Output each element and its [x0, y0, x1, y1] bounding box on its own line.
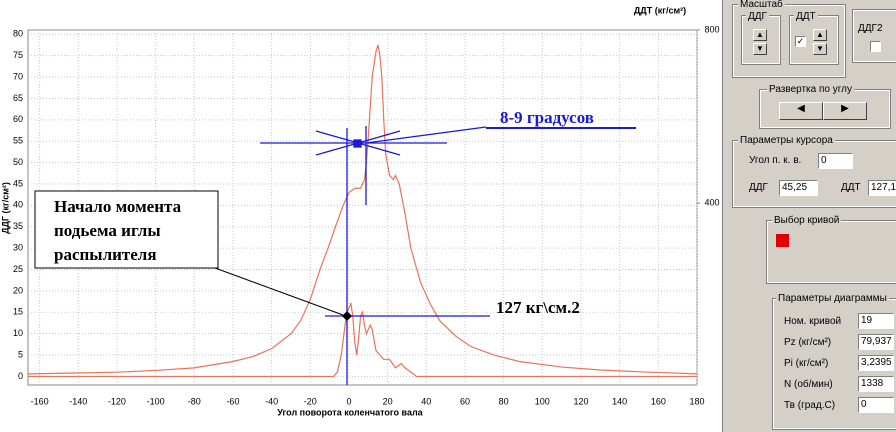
- checkbox[interactable]: ✓: [795, 36, 806, 47]
- x-tick-label: 120: [573, 396, 588, 406]
- diagram-group: Параметры диаграммы: [772, 293, 896, 430]
- ddg2-group: ДДГ2: [852, 9, 896, 63]
- cursor-point: [342, 311, 352, 321]
- x-tick-label: 80: [499, 396, 509, 406]
- label: ДДГ2: [856, 23, 885, 34]
- x-tick-label: -60: [226, 396, 239, 406]
- x-tick-label: -80: [188, 396, 201, 406]
- field-input[interactable]: 1338: [858, 376, 894, 392]
- y-tick-label: 0: [18, 371, 23, 381]
- y-tick-label: 75: [13, 50, 23, 60]
- y-tick-label: 50: [13, 157, 23, 167]
- scale-group: Масштаб ДДГ ▲ ▼ ДДТ ✓ ▲ ▼: [732, 0, 846, 78]
- chart: Угол поворота коленчатого вала ДДГ (кг/с…: [0, 5, 719, 417]
- field-label: Pz (кг/см²): [784, 337, 832, 348]
- y-tick-label: 40: [13, 200, 23, 210]
- spin-up[interactable]: ▲: [753, 29, 767, 41]
- field-label: ДДТ: [841, 182, 861, 193]
- y-tick-label: 10: [13, 328, 23, 338]
- field-label: Pi (кг/см²): [784, 358, 829, 369]
- y-tick-label: 65: [13, 93, 23, 103]
- y2-axis-label: ДДТ (кг/см²): [634, 5, 686, 15]
- y-tick-label: 20: [13, 285, 23, 295]
- x-tick-label: 60: [460, 396, 470, 406]
- x-tick-label: -140: [69, 396, 87, 406]
- label: ДДТ: [794, 11, 818, 22]
- x-tick-label: -20: [304, 396, 317, 406]
- y-tick-label: 35: [13, 221, 23, 231]
- y-tick-label: 80: [13, 29, 23, 39]
- checkbox[interactable]: [870, 41, 881, 52]
- y-tick-label: 15: [13, 307, 23, 317]
- x-tick-label: -100: [147, 396, 165, 406]
- scroll-right[interactable]: ▶: [823, 102, 867, 120]
- y2-tick-label: 400: [704, 198, 719, 208]
- sweep-group: Развертка по углу ◀ ▶: [759, 84, 891, 129]
- field-input[interactable]: 3,2395: [858, 355, 894, 371]
- group-title: Параметры курсора: [738, 135, 835, 146]
- annotation-text: подьема иглы: [54, 221, 161, 240]
- field-input[interactable]: 19: [858, 313, 894, 329]
- field-input[interactable]: 45,25: [779, 180, 818, 196]
- y-tick-label: 30: [13, 243, 23, 253]
- x-tick-label: -40: [265, 396, 278, 406]
- spin-up[interactable]: ▲: [813, 29, 827, 41]
- x-tick-label: 140: [612, 396, 627, 406]
- curve-group: Выбор кривой: [766, 215, 896, 284]
- spin-down[interactable]: ▼: [813, 43, 827, 55]
- field-input[interactable]: 79,937: [858, 334, 894, 350]
- y-tick-label: 5: [18, 349, 23, 359]
- field-input[interactable]: 0: [858, 397, 894, 413]
- curve: [28, 301, 697, 378]
- x-tick-label: 40: [421, 396, 431, 406]
- field-label: Тв (град.С): [784, 400, 836, 411]
- field-label: Угол п. к. в.: [749, 155, 802, 166]
- x-tick-label: 180: [689, 396, 704, 406]
- control-panel: Масштаб ДДГ ▲ ▼ ДДТ ✓ ▲ ▼ ДДГ2 Развертка…: [722, 0, 896, 432]
- curve-color[interactable]: [776, 234, 789, 247]
- field-input[interactable]: 0: [818, 153, 853, 169]
- y-tick-label: 60: [13, 114, 23, 124]
- x-tick-label: -120: [108, 396, 126, 406]
- cursor-group: Параметры курсора: [732, 135, 896, 208]
- field-label: N (об/мин): [784, 379, 833, 390]
- annotation-text: 8-9 градусов: [500, 108, 594, 127]
- y-tick-label: 70: [13, 71, 23, 81]
- x-tick-label: 20: [383, 396, 393, 406]
- ddg-scale: ДДГ ▲ ▼: [741, 11, 781, 65]
- group-title: Развертка по углу: [767, 84, 855, 95]
- y2-tick-label: 800: [704, 24, 719, 34]
- annotation-box: [34, 190, 219, 269]
- x-tick-label: 100: [535, 396, 550, 406]
- cursor-overlay: [260, 126, 636, 385]
- group-title: Параметры диаграммы: [776, 293, 889, 304]
- field-label: ДДГ: [749, 182, 768, 193]
- annotation-text: распылителя: [54, 245, 157, 264]
- x-tick-label: -160: [31, 396, 49, 406]
- group-title: Масштаб: [738, 0, 785, 10]
- y-axis-label: ДДГ (кг/см²): [0, 182, 10, 234]
- annotation-text: 127 кг\см.2: [496, 298, 580, 317]
- x-tick-label: 0: [346, 396, 351, 406]
- group-title: Выбор кривой: [772, 215, 842, 226]
- x-axis-label: Угол поворота коленчатого вала: [277, 407, 423, 417]
- curve: [27, 44, 698, 375]
- x-tick-label: 160: [651, 396, 666, 406]
- annotation-text: Начало момента: [54, 197, 182, 216]
- field-label: Ном. кривой: [784, 316, 842, 327]
- field-input[interactable]: 127,1: [868, 180, 896, 196]
- y-tick-label: 55: [13, 136, 23, 146]
- scroll-left[interactable]: ◀: [779, 102, 823, 120]
- y-tick-label: 25: [13, 264, 23, 274]
- ddt-scale: ДДТ ✓ ▲ ▼: [789, 11, 839, 65]
- y-tick-label: 45: [13, 178, 23, 188]
- label: ДДГ: [746, 11, 769, 22]
- spin-down[interactable]: ▼: [753, 43, 767, 55]
- pointer-arrow: [214, 267, 344, 316]
